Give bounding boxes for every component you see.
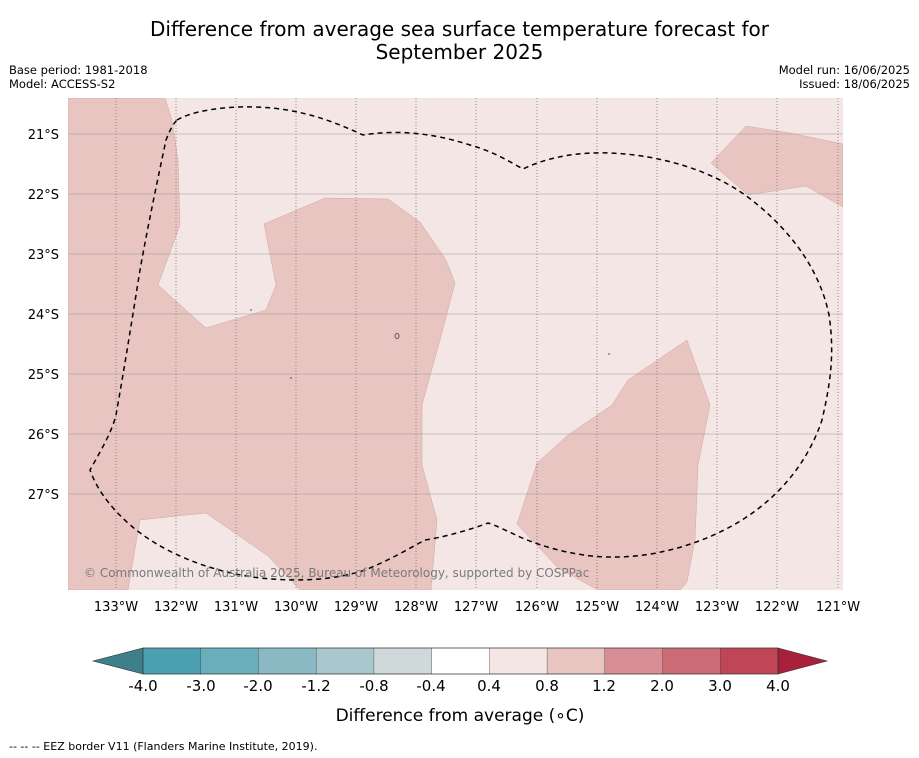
colorbar-tick: -2.0 bbox=[243, 677, 272, 695]
lon-label: 132°W bbox=[154, 600, 198, 615]
model-name: Model: ACCESS-S2 bbox=[9, 77, 116, 91]
colorbar-tick: 2.0 bbox=[650, 677, 674, 695]
eez-border bbox=[89, 106, 833, 581]
anomaly-region-northeast bbox=[710, 125, 843, 208]
lat-label: 27°S bbox=[28, 488, 59, 503]
longitude-labels: 133°W 132°W 131°W 130°W 129°W 128°W 127°… bbox=[94, 600, 860, 615]
eez-footnote: -- -- -- EEZ border V11 (Flanders Marine… bbox=[9, 740, 318, 753]
colorbar-under-arrow bbox=[91, 647, 144, 675]
lon-label: 131°W bbox=[214, 600, 258, 615]
colorbar-swatch bbox=[546, 647, 606, 675]
gridlines bbox=[68, 98, 843, 590]
latitude-labels: 21°S 22°S 23°S 24°S 25°S 26°S 27°S bbox=[28, 128, 59, 503]
title-line-2: September 2025 bbox=[375, 40, 544, 64]
lat-label: 24°S bbox=[28, 308, 59, 323]
island-marker bbox=[608, 353, 610, 355]
colorbar-title: Difference from average (∘C) bbox=[336, 706, 585, 726]
colorbar-tick: -0.4 bbox=[416, 677, 445, 695]
colorbar-tick: -4.0 bbox=[128, 677, 157, 695]
lat-label: 21°S bbox=[28, 128, 59, 143]
colorbar-swatch bbox=[662, 647, 721, 675]
colorbar-tick: 3.0 bbox=[708, 677, 732, 695]
lon-label: 122°W bbox=[755, 600, 799, 615]
colorbar-tick: 0.4 bbox=[477, 677, 501, 695]
colorbar: -4.0 -3.0 -2.0 -1.2 -0.8 -0.4 0.4 0.8 1.… bbox=[91, 647, 829, 726]
colorbar-swatch bbox=[604, 647, 664, 675]
anomaly-region-west bbox=[68, 98, 456, 590]
colorbar-swatch bbox=[373, 647, 433, 675]
lon-label: 127°W bbox=[454, 600, 498, 615]
copyright-notice: © Commonwealth of Australia 2025, Bureau… bbox=[84, 566, 589, 580]
lon-label: 128°W bbox=[394, 600, 438, 615]
colorbar-tick: 0.8 bbox=[535, 677, 559, 695]
lon-label: 129°W bbox=[334, 600, 378, 615]
run-info: Model run: 16/06/2025 Issued: 18/06/2025 bbox=[779, 63, 910, 91]
island-marker bbox=[394, 333, 400, 339]
colorbar-swatches bbox=[142, 647, 779, 675]
colorbar-swatch bbox=[142, 647, 202, 675]
base-period: Base period: 1981-2018 bbox=[9, 63, 148, 77]
lon-label: 125°W bbox=[575, 600, 619, 615]
island-marker bbox=[250, 309, 252, 311]
lat-label: 23°S bbox=[28, 248, 59, 263]
colorbar-swatch bbox=[431, 647, 490, 675]
anomaly-regions bbox=[68, 98, 843, 590]
lon-label: 124°W bbox=[635, 600, 679, 615]
lat-label: 22°S bbox=[28, 188, 59, 203]
colorbar-swatch bbox=[489, 647, 548, 675]
chart-title: Difference from average sea surface temp… bbox=[0, 18, 919, 64]
island-marker bbox=[290, 377, 292, 379]
lat-label: 25°S bbox=[28, 368, 59, 383]
lon-label: 130°W bbox=[274, 600, 318, 615]
issued-date: Issued: 18/06/2025 bbox=[799, 77, 910, 91]
model-run-date: Model run: 16/06/2025 bbox=[778, 63, 910, 77]
lon-label: 123°W bbox=[695, 600, 739, 615]
lon-label: 121°W bbox=[816, 600, 860, 615]
lat-label: 26°S bbox=[28, 428, 59, 443]
title-line-1: Difference from average sea surface temp… bbox=[149, 17, 769, 41]
colorbar-tick: 4.0 bbox=[766, 677, 790, 695]
lon-label: 133°W bbox=[94, 600, 138, 615]
base-info: Base period: 1981-2018 Model: ACCESS-S2 bbox=[9, 63, 148, 91]
colorbar-frame bbox=[142, 647, 779, 675]
colorbar-tick: -1.2 bbox=[301, 677, 330, 695]
colorbar-swatch bbox=[315, 647, 375, 675]
colorbar-swatch bbox=[720, 647, 779, 675]
colorbar-swatch bbox=[200, 647, 259, 675]
colorbar-swatch bbox=[258, 647, 317, 675]
colorbar-tick: 1.2 bbox=[592, 677, 616, 695]
colorbar-tick: -3.0 bbox=[186, 677, 215, 695]
colorbar-tick: -0.8 bbox=[359, 677, 388, 695]
colorbar-over-arrow bbox=[777, 647, 829, 675]
anomaly-region-southeast bbox=[516, 339, 711, 590]
lon-label: 126°W bbox=[515, 600, 559, 615]
colorbar-labels: -4.0 -3.0 -2.0 -1.2 -0.8 -0.4 0.4 0.8 1.… bbox=[128, 677, 790, 695]
